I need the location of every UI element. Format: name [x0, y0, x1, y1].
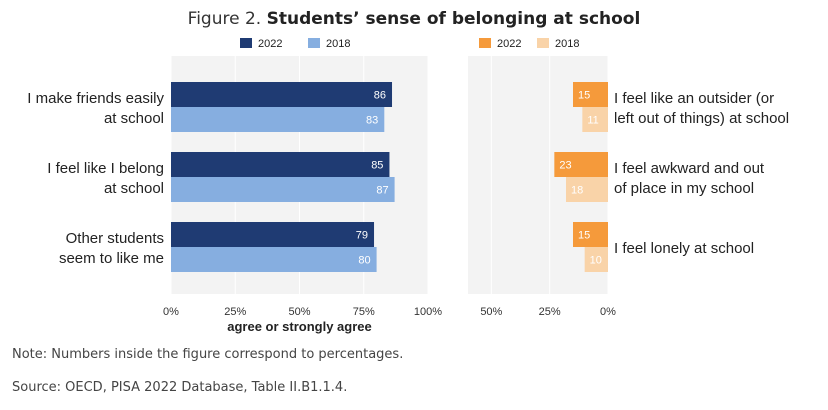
bar-2022-left — [171, 152, 390, 177]
left-category-label: I feel like I belong — [47, 160, 164, 177]
chart-title: Figure 2. Students’ sense of belonging a… — [0, 9, 828, 29]
left-x-axis-label: agree or strongly agree — [227, 319, 372, 334]
bar-value-label: 11 — [587, 115, 598, 127]
bar-2018-right — [584, 247, 608, 272]
right-category-label: I feel awkward and out — [614, 160, 765, 177]
right-category-label: of place in my school — [614, 180, 754, 197]
note-text: Note: Numbers inside the figure correspo… — [12, 347, 404, 362]
bar-2018-left — [171, 107, 385, 132]
right-x-tick-label: 50% — [480, 306, 502, 318]
bar-value-label: 86 — [374, 90, 386, 102]
legend-swatch-2018-right — [537, 38, 549, 48]
bar-2022-right — [554, 152, 608, 177]
bar-value-label: 79 — [356, 230, 368, 242]
bar-value-label: 10 — [590, 255, 602, 267]
left-category-label: Other students — [66, 230, 164, 247]
right-x-tick-label: 25% — [539, 306, 561, 318]
right-x-tick-label: 0% — [600, 306, 616, 318]
left-category-label: at school — [104, 180, 164, 197]
right-category-label: left out of things) at school — [614, 110, 789, 127]
legend-label: 2018 — [326, 38, 350, 50]
bar-value-label: 83 — [366, 115, 378, 127]
left-x-tick-label: 0% — [163, 306, 179, 318]
bar-2022-left — [171, 222, 375, 247]
title-prefix: Figure 2. — [187, 9, 267, 29]
left-x-tick-label: 100% — [414, 306, 442, 318]
bar-2022-right — [573, 222, 608, 247]
legend-swatch-2018-left — [308, 38, 320, 48]
bar-value-label: 85 — [371, 160, 383, 172]
bar-2018-right — [566, 177, 608, 202]
right-category-label: I feel lonely at school — [614, 240, 754, 257]
right-category-label: I feel like an outsider (or — [614, 90, 774, 107]
left-category-label: seem to like me — [59, 250, 164, 267]
legend-label: 2018 — [555, 38, 579, 50]
bar-2018-left — [171, 247, 377, 272]
left-category-label: I make friends easily — [27, 90, 164, 107]
bar-value-label: 87 — [376, 185, 388, 197]
left-x-tick-label: 75% — [353, 306, 375, 318]
bar-value-label: 18 — [571, 185, 583, 197]
source-text: Source: OECD, PISA 2022 Database, Table … — [12, 380, 348, 395]
bar-value-label: 15 — [578, 230, 590, 242]
bar-2022-left — [171, 82, 393, 107]
legend-swatch-2022-left — [240, 38, 252, 48]
belonging-chart: 0% 25% 50% 75% 100%agree or strongly agreeI … — [27, 38, 789, 334]
bar-value-label: 23 — [559, 160, 571, 172]
bar-2022-right — [573, 82, 608, 107]
left-x-tick-label: 50% — [288, 306, 310, 318]
bar-2018-right — [582, 107, 608, 132]
left-x-tick-label: 25% — [224, 306, 246, 318]
legend-swatch-2022-right — [479, 38, 491, 48]
title-main: Students’ sense of belonging at school — [266, 9, 641, 29]
legend-label: 2022 — [258, 38, 282, 50]
bar-2018-left — [171, 177, 395, 202]
bar-value-label: 80 — [358, 255, 370, 267]
left-category-label: at school — [104, 110, 164, 127]
bar-value-label: 15 — [578, 90, 590, 102]
legend-label: 2022 — [497, 38, 521, 50]
